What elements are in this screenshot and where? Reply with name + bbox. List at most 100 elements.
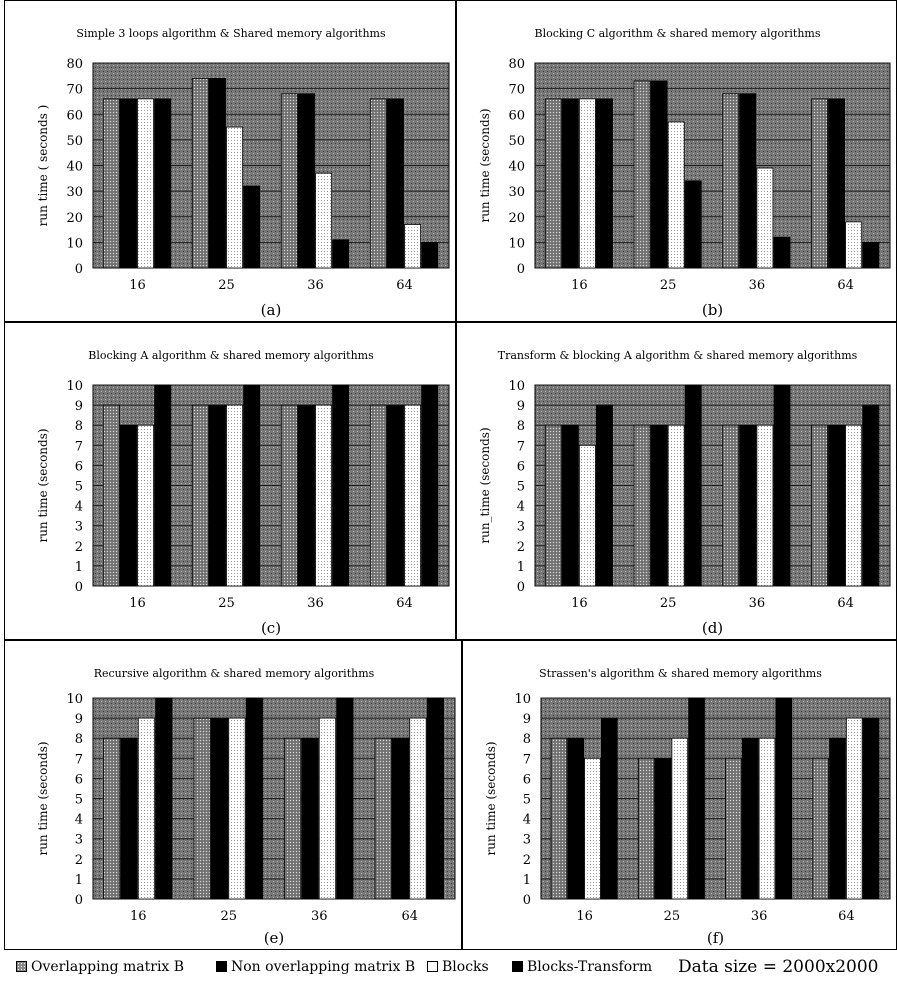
chart-title-6: Strassen's algorithm & shared memory alg… <box>539 667 822 680</box>
y-tick-label: 9 <box>75 712 83 727</box>
bar-blocks-transform-36 <box>336 697 354 900</box>
bar-blocks-64 <box>845 424 863 587</box>
data-size-note: Data size = 2000x2000 <box>678 957 879 977</box>
chart-svg-6: Strassen's algorithm & shared memory alg… <box>484 667 891 947</box>
y-axis-label-4: run_time (seconds) <box>478 427 492 543</box>
bar-non-overlapping-25 <box>210 717 229 900</box>
y-tick-label: 1 <box>523 873 531 888</box>
y-tick-label: 5 <box>75 793 83 808</box>
y-tick-label: 7 <box>75 752 83 767</box>
x-tick-label: 64 <box>838 909 855 924</box>
bar-blocks-36 <box>318 717 337 900</box>
chart-panel-3: Blocking A algorithm & shared memory alg… <box>4 322 456 640</box>
bar-blocks-64 <box>404 224 422 269</box>
bar-overlapping-64 <box>369 404 387 587</box>
panel-label-3: (c) <box>261 619 281 637</box>
bar-overlapping-64 <box>374 737 392 900</box>
y-tick-label: 9 <box>517 399 525 414</box>
bar-blocks-25 <box>667 121 685 269</box>
y-tick-label: 4 <box>75 813 83 828</box>
y-tick-label: 3 <box>523 833 531 848</box>
y-tick-label: 80 <box>508 57 525 72</box>
bar-blocks-16 <box>137 98 155 269</box>
x-tick-label: 16 <box>571 596 588 611</box>
bar-blocks-16 <box>584 757 601 900</box>
bar-overlapping-16 <box>102 404 120 587</box>
bar-blocks-36 <box>758 737 776 900</box>
legend-item-blocks: Blocks <box>427 959 489 975</box>
bar-non-overlapping-64 <box>386 404 404 587</box>
bar-non-overlapping-36 <box>301 737 319 900</box>
y-tick-label: 8 <box>523 732 531 747</box>
x-tick-label: 36 <box>307 278 324 293</box>
y-tick-label: 0 <box>75 262 83 277</box>
y-tick-label: 4 <box>75 500 83 515</box>
bar-non-overlapping-25 <box>208 404 226 587</box>
bar-overlapping-25 <box>191 77 209 269</box>
bar-blocks-transform-16 <box>154 98 172 269</box>
x-tick-label: 36 <box>749 596 766 611</box>
chart-svg-3: Blocking A algorithm & shared memory alg… <box>36 349 450 637</box>
bar-overlapping-25 <box>193 717 211 900</box>
y-tick-label: 4 <box>517 500 525 515</box>
y-tick-label: 4 <box>523 813 531 828</box>
chart-panel-1: Simple 3 loops algorithm & Shared memory… <box>4 0 456 322</box>
legend-label-blocks: Blocks <box>442 959 489 975</box>
bar-overlapping-25 <box>191 404 209 587</box>
y-tick-label: 1 <box>517 560 525 575</box>
y-tick-label: 9 <box>523 712 531 727</box>
bar-overlapping-36 <box>722 93 740 269</box>
legend-swatch-blocks-transform <box>512 961 523 972</box>
bar-blocks-transform-25 <box>684 180 702 269</box>
bar-non-overlapping-25 <box>208 77 226 269</box>
bar-non-overlapping-64 <box>828 98 846 269</box>
legend-label-blocks-transform: Blocks-Transform <box>527 959 653 975</box>
y-tick-label: 10 <box>508 236 525 251</box>
y-tick-label: 60 <box>66 108 83 123</box>
bar-non-overlapping-25 <box>650 80 668 269</box>
bar-blocks-transform-16 <box>601 717 618 900</box>
chart-svg-5: Recursive algorithm & shared memory algo… <box>36 667 456 947</box>
y-tick-label: 0 <box>523 893 531 908</box>
bar-blocks-transform-25 <box>243 185 261 269</box>
bar-non-overlapping-36 <box>297 404 315 587</box>
bar-blocks-25 <box>226 126 244 269</box>
y-tick-label: 7 <box>75 439 83 454</box>
bar-non-overlapping-16 <box>567 737 585 900</box>
x-tick-label: 25 <box>660 596 677 611</box>
legend-label-overlapping: Overlapping matrix B <box>31 959 185 975</box>
bar-non-overlapping-64 <box>829 737 846 900</box>
y-tick-label: 10 <box>514 692 531 707</box>
x-tick-label: 16 <box>130 909 147 924</box>
y-tick-label: 5 <box>75 480 83 495</box>
bar-blocks-transform-25 <box>243 384 261 587</box>
bar-non-overlapping-25 <box>650 424 668 587</box>
bar-non-overlapping-16 <box>561 424 579 587</box>
bar-blocks-transform-64 <box>421 384 439 587</box>
bar-overlapping-25 <box>633 424 651 587</box>
y-tick-label: 10 <box>66 236 83 251</box>
x-tick-label: 25 <box>220 909 237 924</box>
y-tick-label: 20 <box>508 211 525 226</box>
chart-panel-5: Recursive algorithm & shared memory algo… <box>4 640 462 950</box>
panel-label-5: (e) <box>264 929 285 947</box>
bar-non-overlapping-16 <box>120 737 138 900</box>
y-tick-label: 3 <box>75 520 83 535</box>
bar-blocks-transform-64 <box>862 717 880 900</box>
bar-blocks-transform-64 <box>426 697 444 900</box>
y-tick-label: 2 <box>75 853 83 868</box>
bar-blocks-transform-64 <box>421 241 439 269</box>
legend-swatch-overlapping <box>16 961 27 972</box>
y-tick-label: 10 <box>66 379 83 394</box>
legend-item-overlapping: Overlapping matrix B <box>16 959 184 975</box>
y-tick-label: 1 <box>75 873 83 888</box>
panel-label-4: (d) <box>702 619 723 637</box>
legend-swatch-non-overlapping <box>216 961 227 972</box>
bar-blocks-36 <box>756 424 774 587</box>
bar-blocks-64 <box>845 221 863 269</box>
y-tick-label: 20 <box>66 211 83 226</box>
y-tick-label: 1 <box>75 560 83 575</box>
bar-blocks-64 <box>409 717 427 900</box>
legend-swatch-blocks <box>427 961 438 972</box>
x-tick-label: 36 <box>749 278 766 293</box>
